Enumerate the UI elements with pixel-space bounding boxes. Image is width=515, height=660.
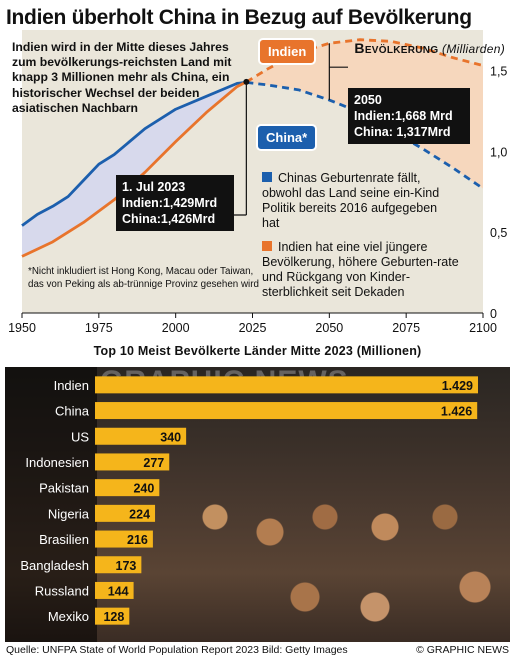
- note-china: Chinas Geburtenrate fällt, obwohl das La…: [262, 171, 457, 231]
- bar-category-label: China: [55, 404, 90, 419]
- footnote: *Nicht inkludiert ist Hong Kong, Macau o…: [28, 266, 259, 290]
- bar-value-label: 1.429: [442, 379, 473, 393]
- bar: [95, 504, 156, 522]
- bar-chart-title: Top 10 Meist Bevölkerte Länder Mitte 202…: [93, 344, 422, 358]
- y-tick-label: 1,0: [490, 145, 507, 159]
- bar-value-label: 277: [143, 456, 164, 470]
- intro-text: Indien wird in der Mitte dieses Jahres z…: [12, 40, 232, 115]
- bar: [95, 530, 153, 548]
- x-tick-label: 2025: [239, 321, 267, 335]
- india-series-tag: Indien: [258, 38, 317, 65]
- bar-category-label: Indien: [54, 378, 89, 393]
- footer: Quelle: UNFPA State of World Population …: [6, 644, 509, 656]
- bar-value-label: 216: [127, 533, 148, 547]
- y-axis-title-unit: (Milliarden): [442, 42, 505, 56]
- x-tick-label: 1975: [85, 321, 113, 335]
- x-tick-label: 1950: [8, 321, 36, 335]
- bar-value-label: 224: [129, 507, 150, 521]
- x-tick-label: 2050: [315, 321, 343, 335]
- bar: [95, 556, 142, 574]
- bar-category-label: Nigeria: [48, 506, 90, 521]
- bar-category-label: US: [71, 429, 89, 444]
- note-india-text: Indien hat eine viel jüngere Bevölkerung…: [262, 240, 459, 299]
- credit-text: © GRAPHIC NEWS: [416, 644, 509, 656]
- bar: [95, 581, 134, 599]
- bar: [95, 402, 478, 420]
- callout-2023: 1. Jul 2023 Indien:1,429Mrd China:1,426M…: [116, 175, 234, 231]
- bar-category-label: Russland: [35, 583, 89, 598]
- source-text: Quelle: UNFPA State of World Population …: [6, 644, 348, 656]
- bar-value-label: 128: [103, 610, 124, 624]
- note-india: Indien hat eine viel jüngere Bevölkerung…: [262, 240, 462, 300]
- x-tick-label: 2075: [392, 321, 420, 335]
- bar-value-label: 173: [116, 559, 137, 573]
- china-series-tag: China*: [256, 124, 318, 151]
- y-axis-title: Bevölkerung (Milliarden): [354, 40, 505, 56]
- callout-2050: 2050 Indien:1,668 Mrd China: 1,317Mrd: [348, 88, 470, 144]
- bar: [95, 376, 478, 394]
- bar: [95, 607, 130, 625]
- callout-2050-year: 2050: [354, 93, 382, 107]
- china-line-historical: [21, 81, 247, 227]
- y-tick-label: 1,5: [490, 64, 507, 78]
- top10-bar-chart: Indien 1.429 China 1.426 US 340 Indonesien 277 P…: [5, 367, 478, 642]
- bar-category-label: Pakistan: [39, 481, 89, 496]
- india-line-historical: [21, 80, 247, 258]
- callout-2023-date: 1. Jul 2023: [122, 180, 186, 194]
- bar-category-label: Indonesien: [25, 455, 89, 470]
- x-tick-label: 2100: [469, 321, 497, 335]
- bar-category-label: Brasilien: [39, 532, 89, 547]
- y-tick-label: 0: [490, 307, 497, 321]
- bar: [95, 479, 160, 497]
- bar-category-label: Mexiko: [48, 609, 89, 624]
- y-tick-label: 0,5: [490, 226, 507, 240]
- bar: [95, 427, 187, 445]
- callout-2050-china: China: 1,317Mrd: [354, 125, 451, 139]
- now-marker: [243, 78, 250, 85]
- callout-2023-china: China:1,426Mrd: [122, 212, 216, 226]
- china-square-icon: [262, 172, 272, 182]
- y-axis-title-main: Bevölkerung: [354, 40, 439, 56]
- label-panel: [5, 367, 97, 642]
- india-square-icon: [262, 241, 272, 251]
- bar-value-label: 144: [108, 584, 129, 598]
- page-title: Indien überholt China in Bezug auf Bevöl…: [6, 6, 472, 29]
- note-china-text: Chinas Geburtenrate fällt, obwohl das La…: [262, 171, 440, 230]
- callout-2050-india: Indien:1,668 Mrd: [354, 109, 453, 123]
- bar: [95, 453, 170, 471]
- bar-value-label: 240: [133, 482, 154, 496]
- callout-2023-india: Indien:1,429Mrd: [122, 196, 218, 210]
- bar-value-label: 1.426: [441, 405, 472, 419]
- x-tick-label: 2000: [162, 321, 190, 335]
- bar-category-label: Bangladesh: [20, 558, 89, 573]
- china-area-historical: [22, 81, 247, 257]
- bar-value-label: 340: [160, 430, 181, 444]
